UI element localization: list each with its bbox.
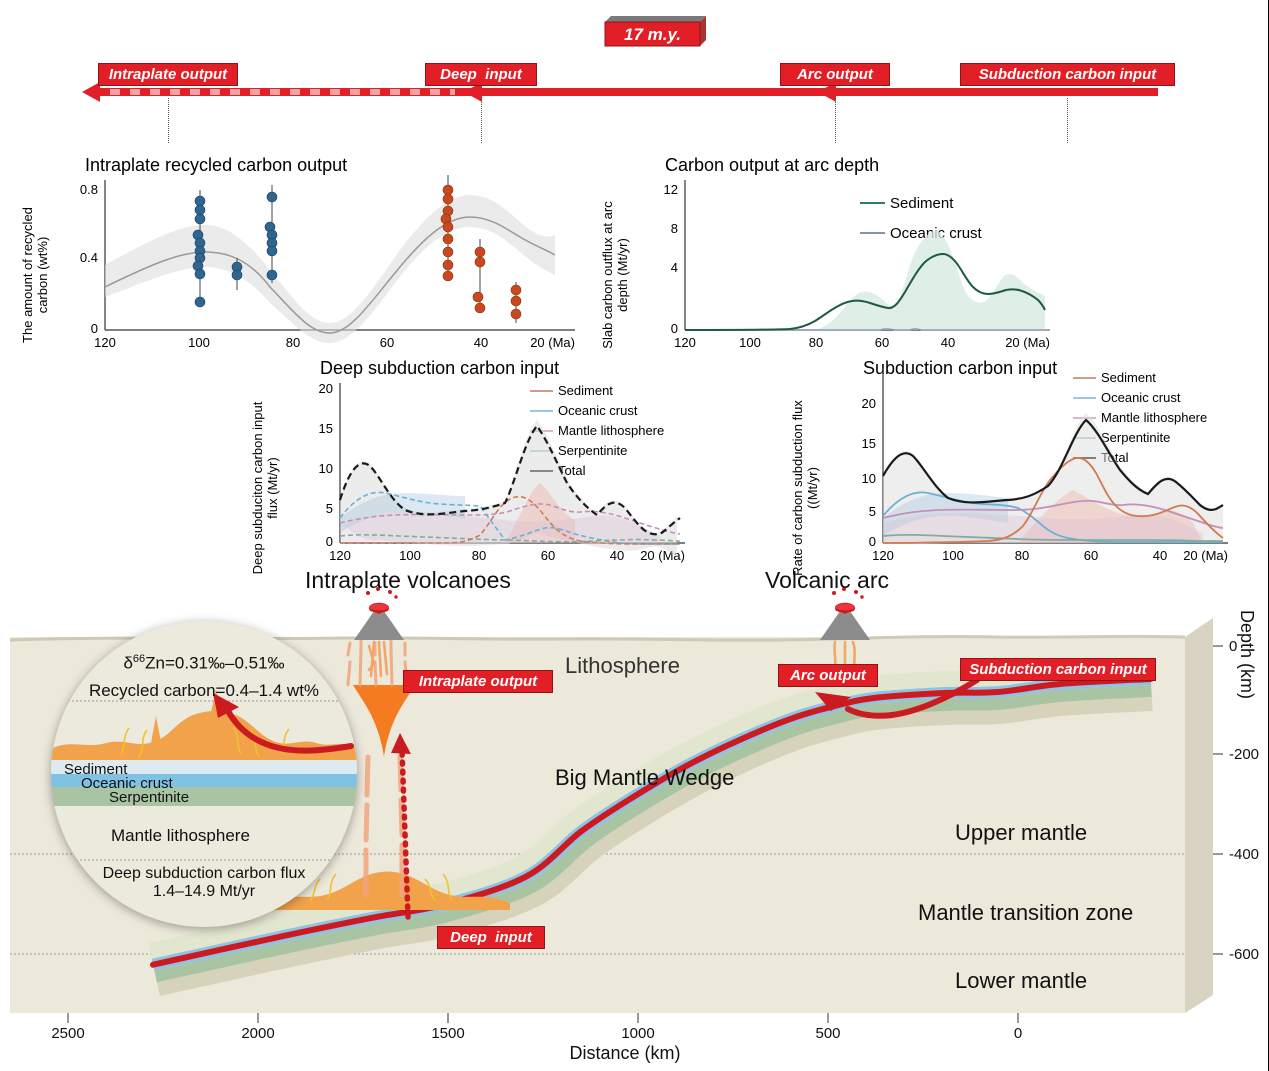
svg-text:2000: 2000: [241, 1025, 274, 1040]
svg-text:120: 120: [872, 548, 894, 563]
svg-text:Oceanic crust: Oceanic crust: [1101, 390, 1181, 405]
svg-text:.: .: [20, 1029, 21, 1031]
svg-text:20 (Ma): 20 (Ma): [530, 335, 575, 350]
svg-text:0: 0: [1014, 1025, 1022, 1040]
svg-text:2500: 2500: [51, 1025, 84, 1040]
svg-text:Sediment: Sediment: [1101, 370, 1156, 385]
svg-text:Sediment: Sediment: [558, 383, 613, 398]
svg-text:100: 100: [399, 548, 421, 563]
svg-text:Serpentinite: Serpentinite: [558, 443, 627, 458]
svg-text:40: 40: [474, 335, 488, 350]
svg-text:40: 40: [1153, 548, 1167, 563]
svg-text:1500: 1500: [431, 1025, 464, 1040]
svg-text:80: 80: [472, 548, 486, 563]
svg-text:5: 5: [869, 504, 876, 519]
svg-text:-400: -400: [1229, 846, 1259, 863]
svg-text:60: 60: [380, 335, 394, 350]
svg-text:80: 80: [1015, 548, 1029, 563]
svg-text:5: 5: [326, 501, 333, 516]
svg-text:100: 100: [739, 335, 761, 350]
svg-text:12: 12: [664, 182, 678, 197]
svg-text:120: 120: [674, 335, 696, 350]
svg-text:100: 100: [942, 548, 964, 563]
svg-text:500: 500: [815, 1025, 840, 1040]
svg-text:-200: -200: [1229, 746, 1259, 763]
svg-text:60: 60: [1084, 548, 1098, 563]
svg-text:Serpentinite: Serpentinite: [1101, 430, 1170, 445]
svg-text:Oceanic crust: Oceanic crust: [558, 403, 638, 418]
svg-text:10: 10: [319, 461, 333, 476]
svg-text:60: 60: [541, 548, 555, 563]
svg-text:Sediment: Sediment: [890, 195, 954, 212]
svg-text:20 (Ma): 20 (Ma): [1005, 335, 1050, 350]
svg-text:80: 80: [286, 335, 300, 350]
svg-text:15: 15: [319, 421, 333, 436]
svg-text:10: 10: [862, 471, 876, 486]
svg-text:120: 120: [94, 335, 116, 350]
svg-text:Mantle lithosphere: Mantle lithosphere: [1101, 410, 1207, 425]
svg-text:8: 8: [671, 221, 678, 236]
svg-text:40: 40: [941, 335, 955, 350]
svg-text:0: 0: [326, 534, 333, 549]
svg-text:80: 80: [809, 335, 823, 350]
svg-text:120: 120: [329, 548, 351, 563]
svg-text:15: 15: [862, 436, 876, 451]
svg-text:60: 60: [875, 335, 889, 350]
svg-text:0.4: 0.4: [80, 250, 98, 265]
svg-text:Mantle lithosphere: Mantle lithosphere: [558, 423, 664, 438]
svg-text:0: 0: [671, 321, 678, 336]
svg-text:4: 4: [671, 260, 678, 275]
svg-text:20: 20: [319, 381, 333, 396]
svg-text:20: 20: [862, 396, 876, 411]
svg-text:20 (Ma): 20 (Ma): [1183, 548, 1228, 563]
svg-text:-600: -600: [1229, 946, 1259, 963]
svg-text:20 (Ma): 20 (Ma): [640, 548, 685, 563]
svg-text:100: 100: [188, 335, 210, 350]
svg-text:1000: 1000: [621, 1025, 654, 1040]
svg-text:0: 0: [91, 321, 98, 336]
svg-text:0.8: 0.8: [80, 182, 98, 197]
svg-text:0: 0: [869, 534, 876, 549]
